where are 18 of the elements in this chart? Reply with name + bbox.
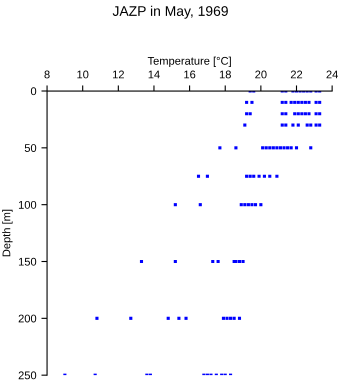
x-tick-label: 10 <box>77 70 88 78</box>
x-tick-label: 8 <box>44 70 50 78</box>
y-tick-label: 50 <box>24 144 36 152</box>
y-axis-title: Depth [m] <box>2 210 13 256</box>
y-tick-label: 200 <box>18 314 36 322</box>
x-tick-label: 12 <box>112 70 124 78</box>
x-tick-label: 20 <box>255 70 267 78</box>
x-tick-label: 14 <box>148 70 160 78</box>
x-tick-label: 18 <box>220 70 231 78</box>
x-tick-label: 16 <box>184 70 196 78</box>
y-tick-label: 100 <box>18 200 36 209</box>
x-tick-label: 24 <box>326 70 338 78</box>
x-axis-title: Temperature [°C] <box>148 56 231 67</box>
y-tick-label: 0 <box>30 87 36 96</box>
y-tick-label: 250 <box>18 371 36 380</box>
chart-title: JAZP in May, 1969 <box>112 6 228 19</box>
y-tick-label: 150 <box>18 258 36 266</box>
x-tick-label: 22 <box>290 70 302 78</box>
